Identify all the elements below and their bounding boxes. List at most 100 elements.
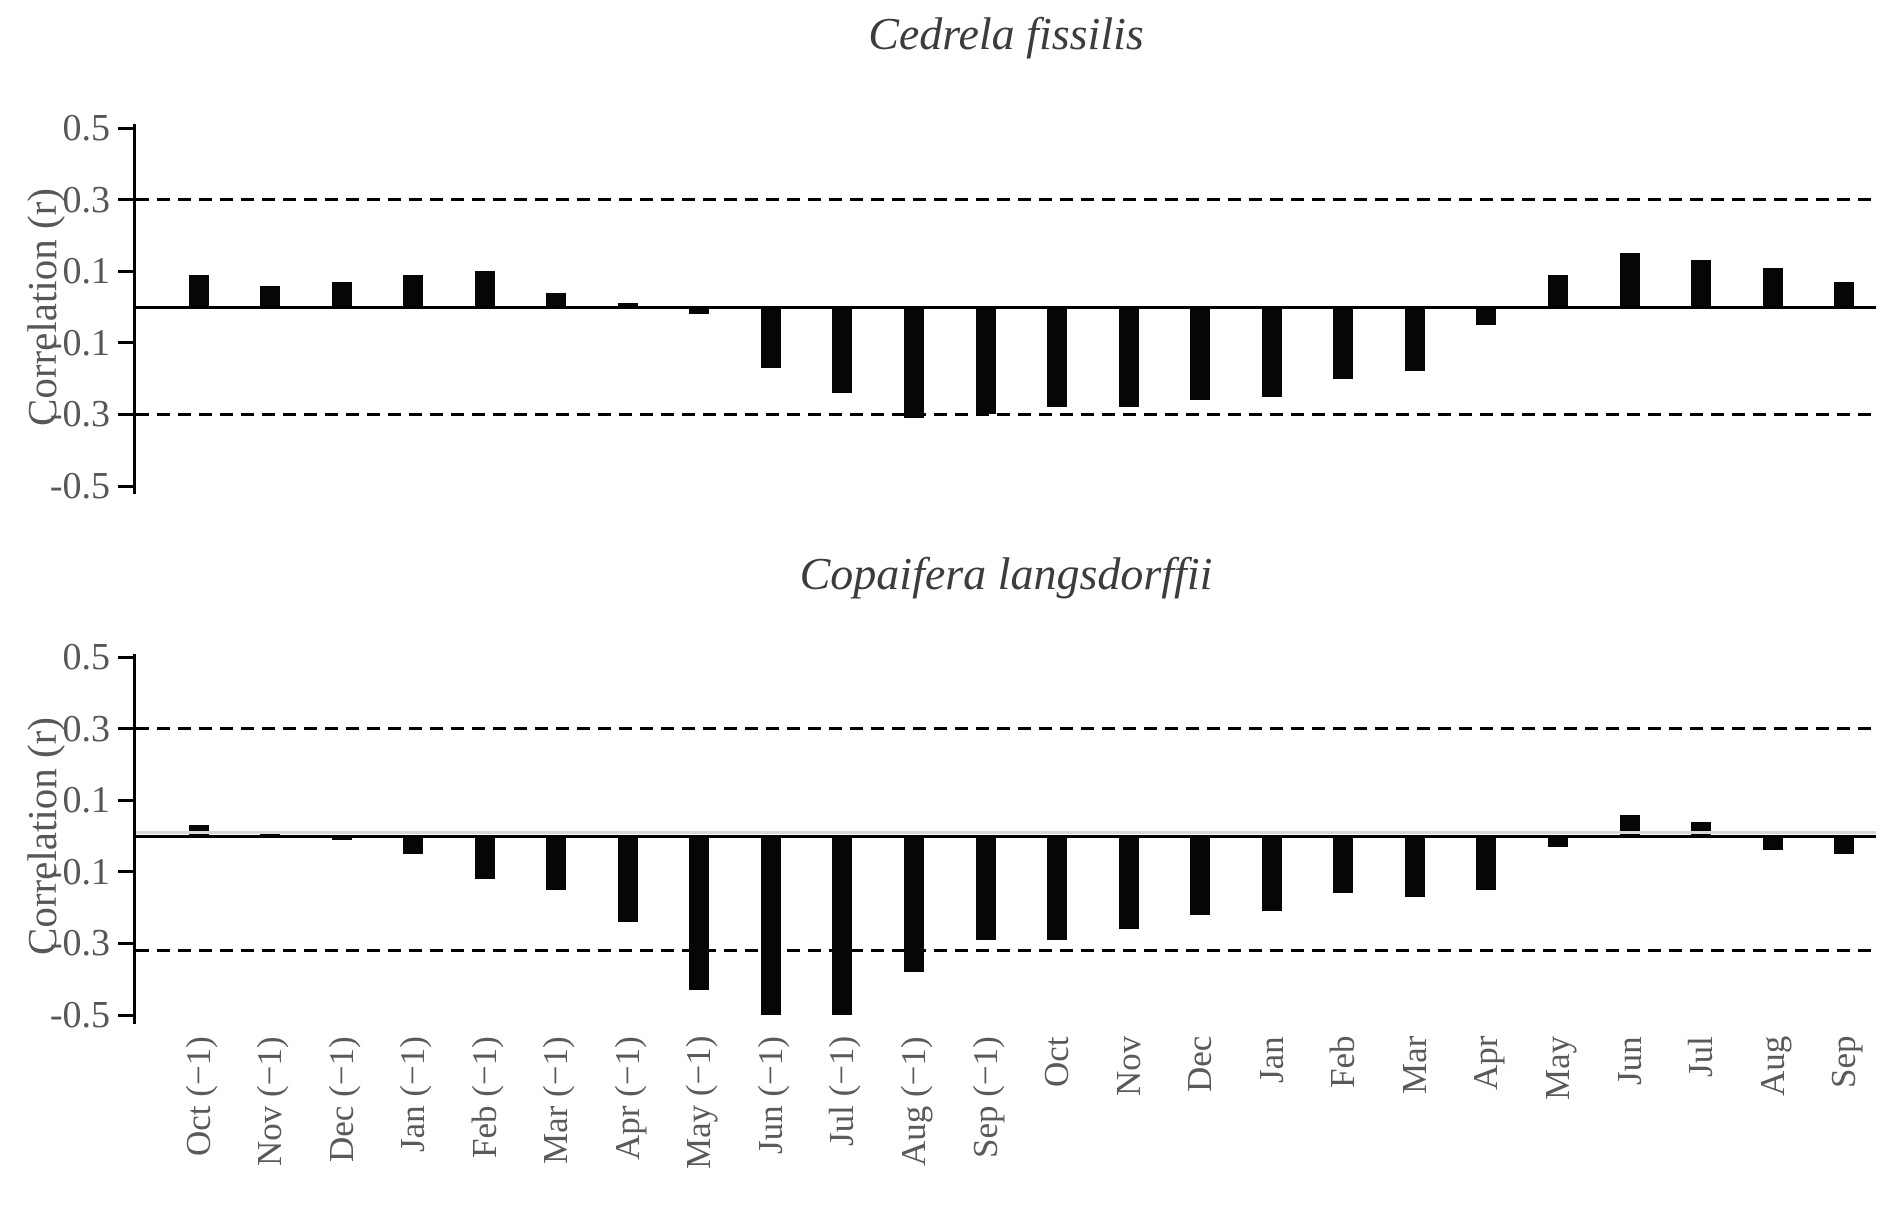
bar — [1834, 836, 1855, 854]
significance-line — [136, 949, 1876, 953]
bar — [1619, 253, 1640, 307]
y-axis-line — [133, 654, 136, 1024]
x-tick-label: Oct (−1) — [178, 1036, 218, 1156]
y-tick — [118, 269, 133, 273]
y-tick-label: -0.1 — [49, 850, 110, 893]
bar — [1762, 267, 1783, 307]
bar — [474, 836, 495, 879]
y-tick-label: -0.3 — [49, 922, 110, 965]
bar — [1047, 836, 1068, 940]
x-tick-label: Dec — [1180, 1036, 1220, 1093]
y-tick-label: 0.5 — [62, 107, 111, 149]
x-tick-label: May (−1) — [679, 1036, 719, 1170]
bar — [617, 303, 638, 307]
x-tick-label: Feb — [1323, 1036, 1363, 1089]
bar — [188, 274, 209, 307]
bar — [546, 292, 567, 307]
bar — [331, 836, 352, 840]
bar — [1261, 307, 1282, 397]
y-tick — [118, 412, 133, 416]
bar — [474, 271, 495, 307]
y-axis-line — [133, 124, 136, 494]
y-tick-label: -0.5 — [49, 994, 110, 1036]
x-tick-label: Sep — [1824, 1036, 1864, 1089]
y-tick — [118, 484, 133, 488]
zero-line — [136, 834, 1876, 838]
x-tick-label: Nov — [1108, 1036, 1148, 1097]
y-tick-label: 0.1 — [62, 250, 111, 293]
bar — [1547, 836, 1568, 847]
x-tick-label: Dec (−1) — [321, 1036, 361, 1162]
bar — [403, 836, 424, 854]
bar — [904, 836, 924, 973]
bar — [260, 832, 281, 836]
bar — [1118, 307, 1139, 408]
bar — [1261, 836, 1282, 912]
x-tick-label: Jun — [1609, 1036, 1649, 1085]
y-tick — [118, 798, 133, 802]
x-tick-label: Jan — [1251, 1036, 1291, 1083]
x-tick-label: Sep (−1) — [965, 1036, 1005, 1158]
significance-line — [136, 412, 1876, 416]
y-tick-label: -0.3 — [49, 393, 110, 436]
y-tick — [118, 941, 133, 945]
x-tick-label: Mar — [1394, 1036, 1434, 1095]
x-tick-label: Feb (−1) — [464, 1036, 504, 1158]
bar — [331, 281, 352, 307]
significance-line — [136, 727, 1876, 731]
bar — [1762, 836, 1783, 851]
y-tick-label: -0.5 — [49, 465, 110, 507]
bar — [403, 274, 424, 307]
x-tick-label: Mar (−1) — [536, 1036, 576, 1164]
bar — [689, 307, 710, 315]
y-tick-label: -0.1 — [49, 321, 110, 364]
bar — [188, 825, 209, 836]
y-tick-label: 0.5 — [62, 636, 111, 678]
bar — [1476, 307, 1497, 325]
bar — [260, 285, 281, 307]
bar — [1190, 307, 1211, 401]
y-tick-label: 0.1 — [62, 779, 111, 822]
bar — [832, 307, 853, 393]
x-tick-label: Nov (−1) — [250, 1036, 290, 1166]
y-tick — [118, 198, 133, 202]
y-tick — [118, 341, 133, 345]
bar — [975, 307, 996, 415]
y-tick-label: 0.3 — [62, 178, 111, 221]
bar — [832, 836, 853, 1015]
y-tick — [118, 126, 133, 130]
bar — [1404, 307, 1425, 372]
x-tick-label: Jul — [1681, 1036, 1721, 1077]
x-tick-label: Aug — [1752, 1036, 1792, 1097]
x-tick-label: Aug (−1) — [894, 1036, 933, 1166]
bar — [1190, 836, 1211, 915]
panel-title: Cedrela fissilis — [868, 8, 1144, 59]
y-tick — [118, 727, 133, 731]
bar — [1691, 260, 1712, 307]
bar — [1404, 836, 1425, 897]
y-tick — [118, 655, 133, 659]
y-tick — [118, 870, 133, 874]
x-tick-label: Apr (−1) — [607, 1036, 647, 1160]
x-tick-label: Jun (−1) — [750, 1036, 790, 1154]
x-tick-label: Oct — [1037, 1036, 1077, 1087]
bar — [1476, 836, 1497, 890]
bar — [1333, 307, 1354, 379]
panel-title: Copaifera langsdorffii — [799, 548, 1213, 599]
x-tick-label: May — [1537, 1036, 1577, 1101]
bar — [904, 307, 924, 418]
x-tick-label: Apr — [1466, 1036, 1506, 1091]
bar — [1118, 836, 1139, 930]
x-tick-label: Jul (−1) — [822, 1036, 862, 1147]
significance-line — [136, 198, 1876, 202]
bar — [1333, 836, 1354, 894]
bar — [689, 836, 710, 990]
zero-line — [136, 305, 1876, 309]
y-tick-label: 0.3 — [62, 707, 111, 750]
bar — [1619, 814, 1640, 836]
bar — [1547, 274, 1568, 307]
y-tick — [118, 1013, 133, 1017]
zero-gridline — [136, 831, 1876, 834]
bar — [760, 836, 781, 1015]
